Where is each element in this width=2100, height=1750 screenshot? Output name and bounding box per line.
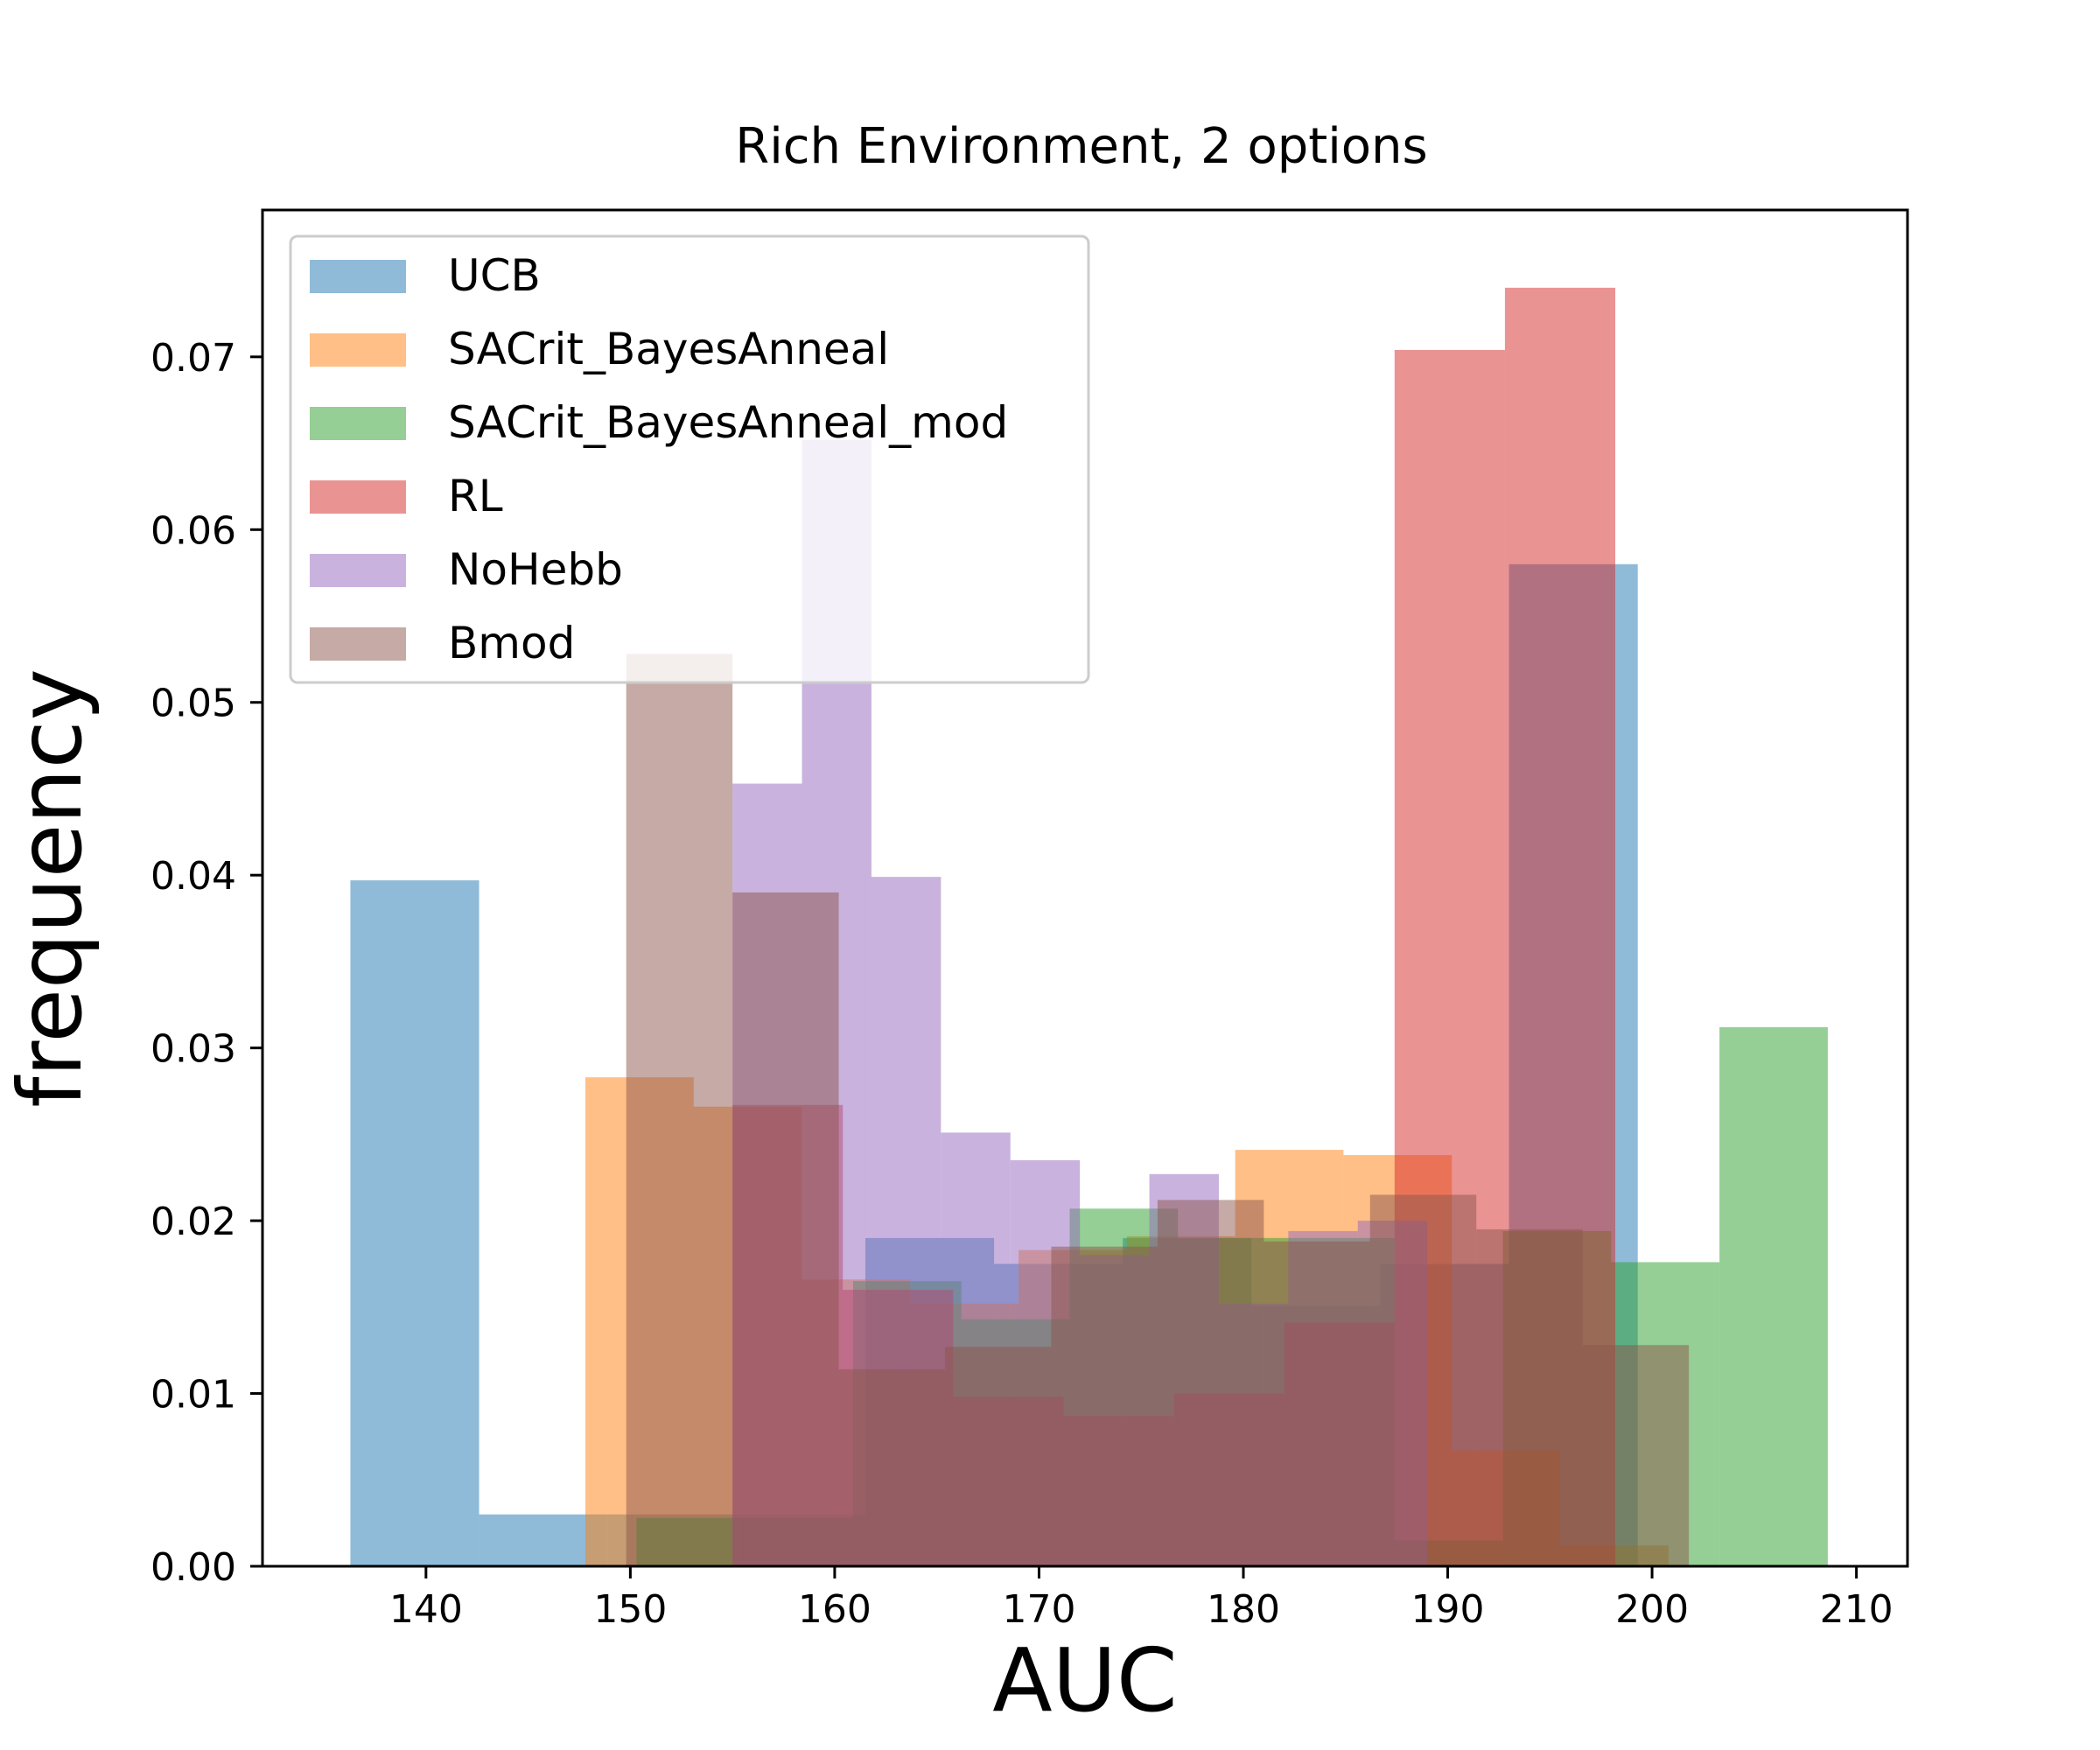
legend-box (289, 234, 1090, 684)
y-axis-label: frequency (0, 668, 102, 1108)
series-bmod (626, 654, 1690, 1567)
histogram-bar (838, 1368, 946, 1566)
legend-swatch (310, 407, 406, 440)
histogram-bar (350, 880, 480, 1566)
y-tick-label: 0.06 (150, 508, 236, 553)
x-tick-label: 150 (593, 1587, 667, 1632)
histogram-bars (350, 287, 1828, 1567)
y-tick-label: 0.05 (150, 682, 236, 726)
legend-label: SACrit_BayesAnneal_mod (448, 397, 1008, 448)
histogram-bar (1476, 1228, 1583, 1566)
legend: UCB SACrit_BayesAnneal SACrit_BayesAnneal_… (289, 234, 1090, 684)
legend-label: Bmod (448, 618, 575, 668)
legend-swatch (310, 260, 406, 293)
legend-label: UCB (448, 250, 541, 301)
histogram-bar (1369, 1194, 1477, 1566)
x-tick-label: 180 (1207, 1587, 1280, 1632)
x-tick-label: 160 (798, 1587, 872, 1632)
x-tick-label: 190 (1411, 1587, 1485, 1632)
legend-swatch (310, 554, 406, 587)
y-tick-label: 0.03 (150, 1027, 236, 1072)
y-tick-label: 0.02 (150, 1200, 236, 1244)
histogram-bar (1157, 1200, 1264, 1566)
x-tick-label: 170 (1002, 1587, 1075, 1632)
histogram-bar (1582, 1345, 1690, 1566)
legend-label: RL (448, 471, 503, 522)
y-axis-ticks: 0.00 0.01 0.02 0.03 0.04 0.05 0.06 0.07 (150, 336, 262, 1590)
legend-swatch (310, 333, 406, 367)
x-axis-label: AUC (992, 1629, 1177, 1732)
legend-swatch (310, 627, 406, 661)
histogram-bar (1051, 1246, 1158, 1566)
x-tick-label: 210 (1820, 1587, 1894, 1632)
histogram-bar (732, 892, 839, 1566)
legend-label: NoHebb (448, 544, 623, 595)
histogram-bar (626, 654, 733, 1567)
histogram-bar (1264, 1241, 1370, 1566)
x-tick-label: 140 (389, 1587, 463, 1632)
x-tick-label: 200 (1615, 1587, 1689, 1632)
legend-swatch (310, 480, 406, 514)
histogram-bar (945, 1347, 1052, 1566)
histogram-bar (1719, 1026, 1828, 1566)
y-tick-label: 0.07 (150, 336, 236, 381)
x-axis-ticks: 140 150 160 170 180 190 200 210 (389, 1566, 1894, 1632)
y-tick-label: 0.04 (150, 854, 236, 899)
y-tick-label: 0.00 (150, 1545, 236, 1590)
chart-title: Rich Environment, 2 options (735, 118, 1427, 175)
plot-frame (261, 208, 1909, 1568)
y-tick-label: 0.01 (150, 1373, 236, 1418)
legend-label: SACrit_BayesAnneal (448, 324, 889, 374)
